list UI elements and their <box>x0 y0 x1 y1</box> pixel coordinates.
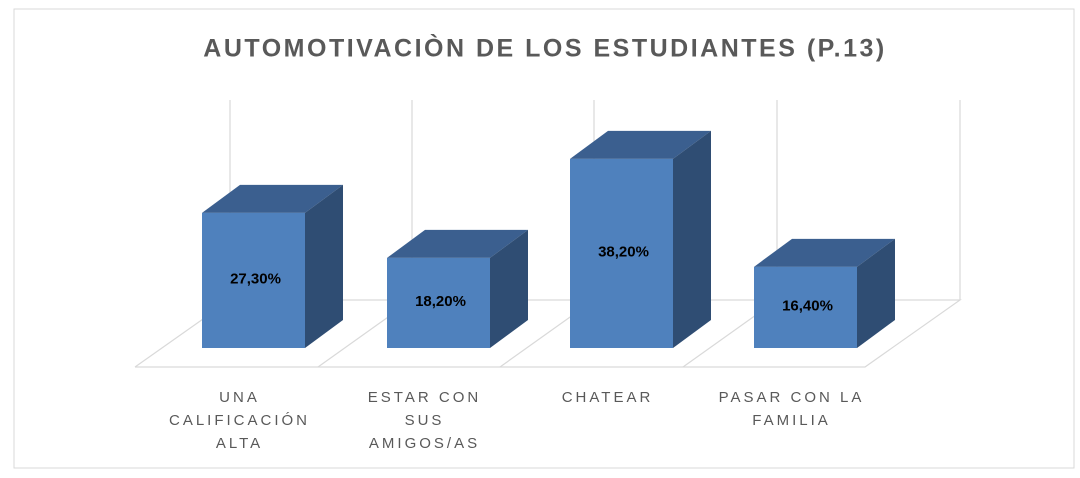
bar-side <box>305 184 343 348</box>
x-tick-label: PASAR CON LA FAMILIA <box>719 389 865 429</box>
floor-and-walls <box>134 100 962 368</box>
bar-top <box>202 184 343 213</box>
data-label: 16,40% <box>782 297 833 314</box>
data-label: 27,30% <box>230 270 281 287</box>
bar <box>387 257 490 348</box>
chart-title: AUTOMOTIVACIÒN DE LOS ESTUDIANTES (P.13) <box>203 33 886 63</box>
x-tick-label: ESTAR CON SUS AMIGOS/AS <box>368 389 481 452</box>
data-label: 38,20% <box>598 243 649 260</box>
chart-border <box>13 8 1075 469</box>
bar <box>570 158 673 348</box>
bar <box>202 212 305 348</box>
bar <box>754 266 857 348</box>
x-tick-label: CHATEAR <box>562 389 654 406</box>
x-tick-label: UNA CALIFICACIÓN ALTA <box>169 389 310 452</box>
bar-top <box>570 130 711 159</box>
bar-top <box>387 229 528 258</box>
bar-side <box>490 229 528 348</box>
bar-side <box>857 238 895 348</box>
bar-side <box>673 130 711 348</box>
bar-top <box>754 238 895 267</box>
data-label: 18,20% <box>415 293 466 310</box>
